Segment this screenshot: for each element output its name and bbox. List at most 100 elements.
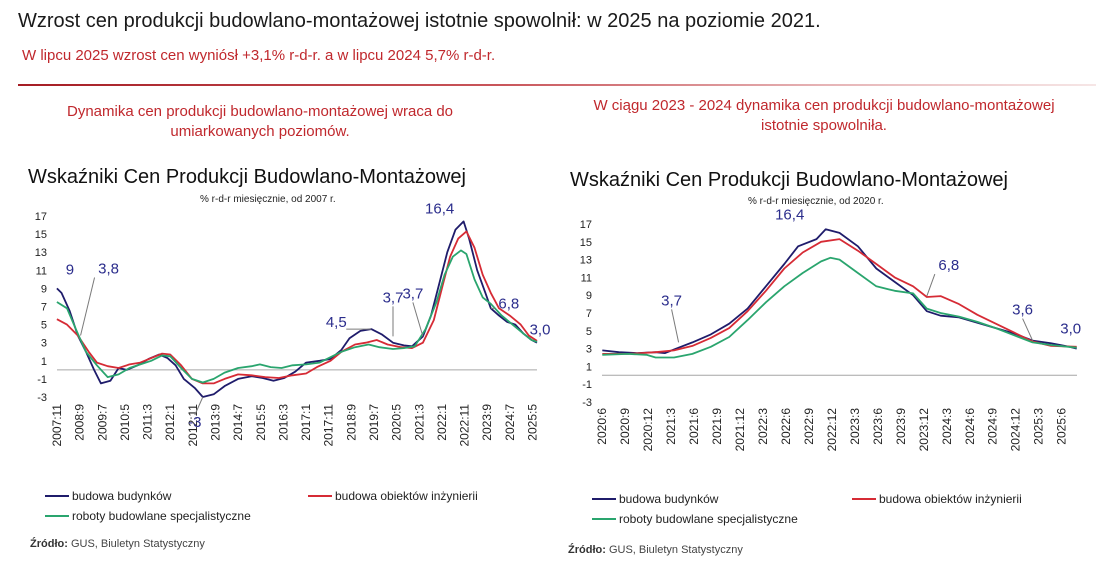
left-annotation-label: 3,8 xyxy=(98,260,119,277)
left-annotation-label: 6,8 xyxy=(498,295,519,312)
right-xtick-label: 2022:3 xyxy=(756,408,770,445)
left-ytick-label: 15 xyxy=(35,229,47,241)
right-annotation-label: 6,8 xyxy=(938,257,959,274)
left-xtick-label: 2012:11 xyxy=(186,404,200,447)
right-xtick-label: 2022:9 xyxy=(802,408,816,445)
right-chart-title: Wskaźniki Cen Produkcji Budowlano-Montaż… xyxy=(570,169,1008,191)
left-annotation-label: 16,4 xyxy=(425,200,454,217)
right-xtick-label: 2024:12 xyxy=(1009,408,1023,452)
left-ytick-label: 1 xyxy=(41,356,47,368)
right-xtick-label: 2021:9 xyxy=(710,408,724,445)
right-source-text: GUS, Biuletyn Statystyczny xyxy=(605,544,743,556)
right-annotation-label: 3,0 xyxy=(1060,321,1081,338)
left-xtick-label: 2017:11 xyxy=(322,404,336,447)
right-ytick-label: 17 xyxy=(580,219,592,231)
right-source: Źródło: GUS, Biuletyn Statystyczny xyxy=(568,544,743,556)
left-xtick-label: 2020:5 xyxy=(390,404,404,441)
right-xtick-label: 2021:6 xyxy=(687,408,701,445)
left-xtick-label: 2018:9 xyxy=(344,404,358,441)
left-xtick-label: 2012:1 xyxy=(163,404,177,441)
right-xtick-label: 2023:3 xyxy=(848,408,862,445)
right-ytick-label: 3 xyxy=(586,344,592,356)
right-annotation-leader xyxy=(1022,318,1034,341)
left-xtick-label: 2016:3 xyxy=(276,404,290,441)
left-annotation-label: 4,5 xyxy=(326,314,347,331)
left-xtick-label: 2025:5 xyxy=(525,404,539,441)
right-ytick-label: -3 xyxy=(582,397,592,409)
right-legend-label: budowa obiektów inżynierii xyxy=(879,492,1022,506)
left-annotation-leader xyxy=(412,302,424,337)
header-divider xyxy=(18,84,1096,86)
right-ytick-label: 7 xyxy=(586,308,592,320)
right-caption-line1: W ciągu 2023 - 2024 dynamika cen produkc… xyxy=(593,97,1055,114)
right-ytick-label: 15 xyxy=(580,237,592,249)
right-ytick-label: 5 xyxy=(586,326,592,338)
page-title: Wzrost cen produkcji budowlano-montażowe… xyxy=(18,10,821,32)
left-xtick-label: 2014:7 xyxy=(231,404,245,441)
left-series-inzynierii-line xyxy=(56,230,538,385)
right-xtick-label: 2023:12 xyxy=(917,408,931,452)
left-source: Źródło: GUS, Biuletyn Statystyczny xyxy=(30,538,205,550)
left-annotation-label: 3,0 xyxy=(530,322,551,339)
left-xtick-label: 2015:5 xyxy=(254,404,268,441)
left-ytick-label: 9 xyxy=(41,283,47,295)
right-legend-label: roboty budowlane specjalistyczne xyxy=(619,512,798,526)
left-annotation-label: 3,7 xyxy=(402,285,423,302)
left-annotation-leader xyxy=(80,277,96,336)
right-ytick-label: 9 xyxy=(586,290,592,302)
left-ytick-label: 13 xyxy=(35,247,47,259)
right-annotation-label: 3,7 xyxy=(661,292,682,309)
right-xtick-label: 2024:3 xyxy=(940,408,954,445)
left-xtick-label: 2024:7 xyxy=(503,404,517,441)
left-xtick-label: 2021:3 xyxy=(412,404,426,441)
left-annotation-label: 9 xyxy=(66,261,74,278)
left-ytick-label: 3 xyxy=(41,338,47,350)
left-xtick-label: 2022:11 xyxy=(458,404,472,447)
left-xtick-label: 2023:9 xyxy=(480,404,494,441)
right-xtick-label: 2022:12 xyxy=(825,408,839,452)
left-xtick-label: 2022:1 xyxy=(435,404,449,441)
left-source-label: Źródło: xyxy=(30,538,68,550)
right-chart-subtitle: % r-d-r miesięcznie, od 2020 r. xyxy=(748,196,884,207)
left-caption-line2: umiarkowanych poziomów. xyxy=(170,123,350,140)
left-series-budynki-line xyxy=(56,220,538,398)
left-xtick-label: 2007:11 xyxy=(50,404,64,447)
right-ytick-label: 13 xyxy=(580,255,592,267)
right-xtick-label: 2025:6 xyxy=(1055,408,1069,445)
right-xtick-label: 2021:3 xyxy=(664,408,678,445)
right-source-label: Źródło: xyxy=(568,544,606,556)
left-annotation-label: 3,7 xyxy=(383,289,404,306)
right-annotation-label: 16,4 xyxy=(775,206,804,223)
right-ytick-label: -1 xyxy=(582,379,592,391)
left-xtick-label: 2009:7 xyxy=(95,404,109,441)
left-annotation-label: -3 xyxy=(188,414,201,431)
left-xtick-label: 2010:5 xyxy=(118,404,132,441)
page-subtitle: W lipcu 2025 wzrost cen wyniósł +3,1% r-… xyxy=(22,47,496,64)
right-xtick-label: 2023:6 xyxy=(871,408,885,445)
left-chart-subtitle: % r-d-r miesięcznie, od 2007 r. xyxy=(200,194,336,205)
right-annotation-leader xyxy=(926,273,936,297)
left-xtick-label: 2011:3 xyxy=(141,404,155,440)
left-ytick-label: 7 xyxy=(41,302,47,314)
left-source-text: GUS, Biuletyn Statystyczny xyxy=(67,538,205,550)
right-series-inzynierii-line xyxy=(602,238,1077,355)
left-xtick-label: 2013:9 xyxy=(208,404,222,441)
right-annotation-label: 3,6 xyxy=(1012,302,1033,319)
right-annotation-leader xyxy=(671,309,680,343)
right-series-specjalistyczne-line xyxy=(602,256,1077,359)
left-legend-label: roboty budowlane specjalistyczne xyxy=(72,509,251,523)
right-legend-label: budowa budynków xyxy=(619,492,719,506)
left-ytick-label: 5 xyxy=(41,320,47,332)
left-chart-title: Wskaźniki Cen Produkcji Budowlano-Montaż… xyxy=(28,166,466,188)
left-series-specjalistyczne-line xyxy=(56,249,538,384)
right-xtick-label: 2021:12 xyxy=(733,408,747,452)
right-xtick-label: 2025:3 xyxy=(1032,408,1046,445)
right-xtick-label: 2020:6 xyxy=(595,408,609,445)
right-caption-line2: istotnie spowolniła. xyxy=(761,117,887,134)
right-ytick-label: 11 xyxy=(581,272,592,284)
left-xtick-label: 2017:1 xyxy=(299,404,313,441)
left-annotation-leader xyxy=(194,396,204,416)
right-series-budynki-line xyxy=(602,228,1077,355)
